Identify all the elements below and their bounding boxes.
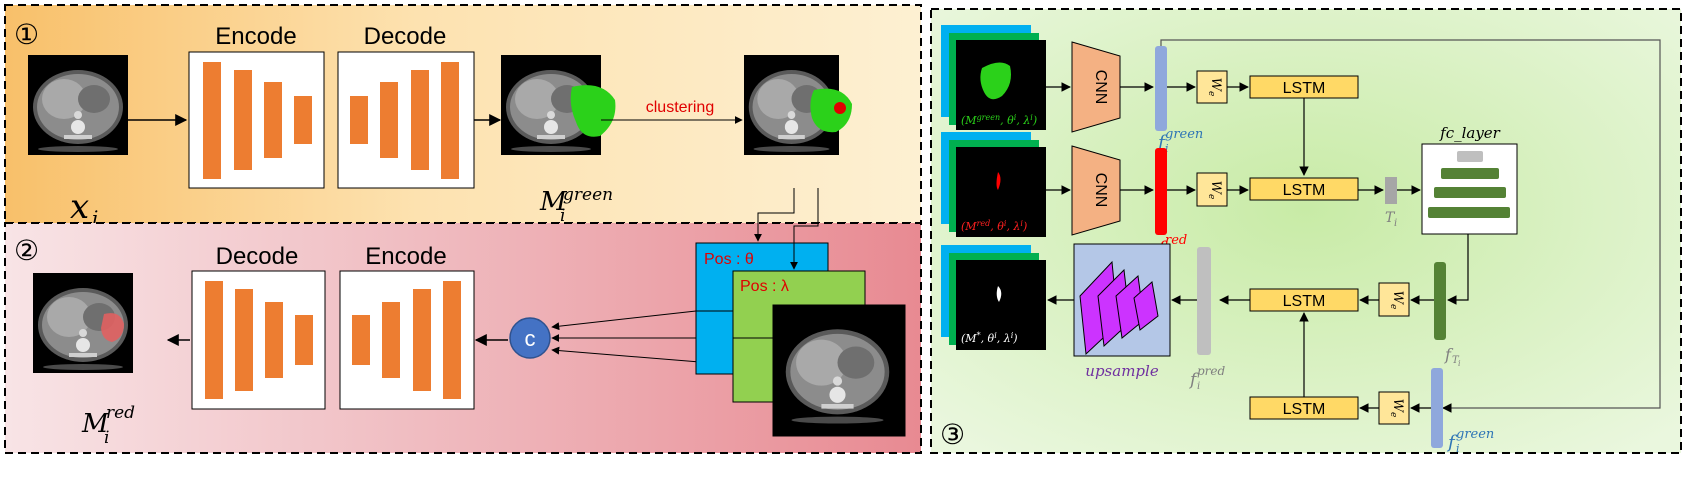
feature-pred-label: f pred i — [1188, 364, 1226, 392]
clustering-label: clustering — [646, 99, 714, 116]
input-stack-green: (Mgreen, θi, λi) — [941, 25, 1046, 130]
feature-green-1-label: f green i — [1156, 127, 1203, 155]
stacked-ct-image — [772, 304, 906, 437]
svg-text:red: red — [1165, 233, 1187, 248]
svg-text:green: green — [1165, 127, 1203, 142]
svg-text:We: We — [1206, 78, 1223, 97]
svg-text:i: i — [92, 206, 98, 230]
svg-text:LSTM: LSTM — [1283, 80, 1326, 97]
svg-text:LSTM: LSTM — [1283, 293, 1326, 310]
decoder-block-1 — [337, 51, 475, 189]
feature-t — [1434, 262, 1446, 340]
svg-text:(M*, θi, λi): (M*, θi, λi) — [961, 331, 1018, 345]
svg-text:i: i — [1165, 142, 1169, 155]
svg-text:(Mgreen, θi, λi): (Mgreen, θi, λi) — [961, 113, 1037, 127]
green-mask-label: M green i — [539, 185, 613, 226]
panel-3-sequence-model: ③ (Mgreen, θi, λi) (Mred, θi, λi) — [930, 8, 1682, 455]
panel-2-refinement: ② M red i Decode Encode — [4, 188, 922, 454]
feature-green-1 — [1155, 46, 1167, 131]
svg-text:CNN: CNN — [1092, 70, 1109, 105]
input-label: x i — [70, 187, 98, 230]
pos-lambda-label: Pos : λ — [740, 278, 789, 295]
we-box-4: We — [1378, 391, 1410, 425]
svg-text:f: f — [1444, 345, 1454, 364]
lstm-block-4: LSTM — [1249, 396, 1359, 420]
svg-text:f: f — [1188, 370, 1199, 390]
green-mask-image — [501, 55, 616, 155]
input-stack-red: (Mred, θi, λi) — [941, 132, 1046, 237]
svg-text:M: M — [539, 187, 568, 217]
pos-theta-label: Pos : θ — [704, 251, 754, 268]
encode-label-2: Encode — [365, 243, 446, 270]
concat-node: c — [509, 317, 551, 359]
svg-text:green: green — [563, 185, 613, 205]
svg-text:T: T — [1452, 355, 1460, 366]
svg-text:(Mred, θi, λi): (Mred, θi, λi) — [961, 219, 1027, 233]
output-stack: (M*, θi, λi) — [941, 245, 1046, 350]
svg-text:We: We — [1388, 291, 1405, 310]
svg-text:c: c — [525, 326, 536, 351]
encoder-block-2 — [339, 270, 475, 410]
svg-text:LSTM: LSTM — [1283, 401, 1326, 418]
svg-text:i: i — [104, 428, 109, 448]
encode-label-1: Encode — [215, 23, 296, 50]
svg-text:i: i — [1197, 381, 1200, 392]
upsample-block — [1073, 243, 1171, 357]
fc-layer-label: fc_layer — [1439, 124, 1501, 142]
cnn-block-1: CNN — [1071, 41, 1121, 133]
svg-text:CNN: CNN — [1092, 173, 1109, 208]
feature-pred — [1197, 247, 1211, 355]
feature-green-2 — [1431, 368, 1443, 448]
svg-text:i: i — [560, 206, 565, 226]
svg-text:We: We — [1388, 399, 1405, 418]
svg-text:i: i — [1458, 359, 1461, 368]
we-box-1: We — [1196, 70, 1228, 104]
clustered-image — [744, 55, 852, 155]
svg-text:LSTM: LSTM — [1283, 182, 1326, 199]
svg-text:M: M — [81, 409, 110, 439]
encoder-block-1 — [188, 51, 325, 189]
decode-label-1: Decode — [364, 23, 447, 50]
svg-text:red: red — [106, 403, 135, 423]
cnn-block-2: CNN — [1071, 145, 1121, 236]
we-box-2: We — [1196, 172, 1228, 207]
panel-1-number: ① — [14, 19, 39, 50]
upsample-label: upsample — [1085, 362, 1159, 380]
we-box-3: We — [1378, 282, 1410, 317]
feature-red — [1155, 148, 1167, 235]
svg-text:i: i — [1394, 218, 1397, 229]
lstm-block-1: LSTM — [1249, 75, 1359, 99]
lstm-block-3: LSTM — [1249, 288, 1359, 312]
fc-layer-block — [1421, 143, 1518, 235]
feature-t-label: f T i — [1444, 345, 1461, 368]
decoder-block-2 — [191, 270, 326, 410]
panel-2-number: ② — [14, 235, 39, 266]
output-red-label: M red i — [81, 403, 135, 448]
lstm-block-2: LSTM — [1249, 177, 1359, 201]
panel-3-number: ③ — [940, 419, 965, 450]
svg-text:We: We — [1206, 181, 1223, 200]
input-ct-image — [28, 55, 128, 155]
svg-text:pred: pred — [1197, 364, 1226, 378]
svg-text:i: i — [1456, 442, 1460, 455]
decode-label-2: Decode — [216, 243, 299, 270]
svg-text:green: green — [1456, 427, 1494, 442]
svg-text:x: x — [70, 187, 89, 227]
t-label: T i — [1385, 210, 1397, 229]
t-feature — [1385, 177, 1397, 204]
panel-1-segmentation: ① x i Encode Decode — [4, 4, 922, 230]
output-red-image — [33, 273, 133, 373]
svg-text:T: T — [1385, 210, 1396, 226]
